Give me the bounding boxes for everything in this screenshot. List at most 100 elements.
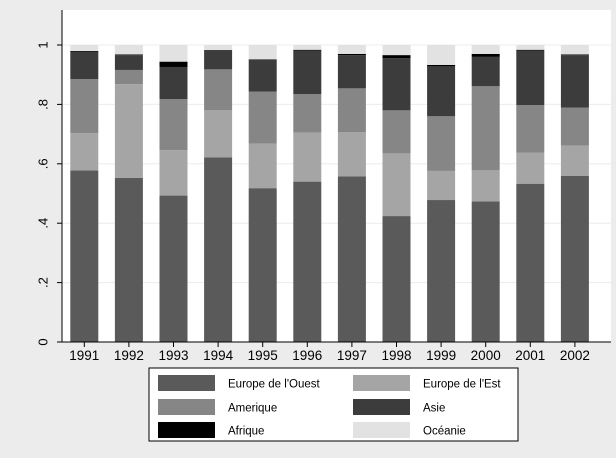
legend-label-4: Afrique <box>228 426 264 438</box>
bar-1996-series-1 <box>293 132 322 182</box>
legend-swatch-5 <box>353 422 410 438</box>
bar-1992-series-2 <box>114 69 143 85</box>
bar-1993-series-1 <box>159 150 188 196</box>
bar-2002-series-0 <box>560 175 589 342</box>
bar-2000-series-4 <box>471 53 500 57</box>
bar-2001-series-0 <box>516 183 545 342</box>
x-tick-label-1996: 1996 <box>292 348 322 363</box>
bar-2000-series-5 <box>471 45 500 54</box>
bar-1996-series-4 <box>293 49 322 51</box>
bar-1994-series-2 <box>204 69 233 111</box>
bar-1991-series-2 <box>70 79 99 134</box>
bar-1996-series-3 <box>293 50 322 95</box>
bar-1999-series-0 <box>427 200 456 342</box>
bar-1992-series-0 <box>114 177 143 342</box>
x-tick-label-1992: 1992 <box>114 348 144 363</box>
x-tick-label-1995: 1995 <box>248 348 278 363</box>
y-tick-label-0: 0 <box>35 338 50 345</box>
bar-1999-series-3 <box>427 66 456 117</box>
bar-2000-series-3 <box>471 56 500 87</box>
x-tick-label-1994: 1994 <box>203 348 234 363</box>
bar-2000-series-2 <box>471 86 500 171</box>
bar-1993-series-4 <box>159 61 188 67</box>
bar-2001-series-2 <box>516 104 545 153</box>
legend-swatch-1 <box>353 375 410 391</box>
bar-2002-series-4 <box>560 54 589 56</box>
bar-2001-series-4 <box>516 49 545 51</box>
bar-1991-series-0 <box>70 170 99 342</box>
legend-item-5: Océanie <box>353 422 466 438</box>
bar-1991-series-4 <box>70 50 99 52</box>
bar-1994-series-1 <box>204 110 233 158</box>
bar-1992-series-5 <box>114 45 143 55</box>
bar-2001-series-5 <box>516 45 545 50</box>
bar-1995-series-4 <box>248 59 277 60</box>
bar-1992-series-1 <box>114 84 143 178</box>
bar-1994-series-3 <box>204 50 233 70</box>
y-tick-label-2: .4 <box>35 218 50 229</box>
x-tick-label-2001: 2001 <box>515 348 545 363</box>
bar-1997-series-0 <box>337 176 366 342</box>
bar-1999-series-1 <box>427 170 456 201</box>
bar-1991-series-5 <box>70 45 99 51</box>
x-tick-label-1999: 1999 <box>426 348 456 363</box>
legend-label-1: Europe de l'Est <box>423 379 501 391</box>
legend-item-4: Afrique <box>158 422 264 438</box>
bar-1993-series-0 <box>159 195 188 342</box>
bar-1997-series-2 <box>337 88 366 133</box>
legend-swatch-3 <box>353 399 410 415</box>
bar-1993-series-3 <box>159 66 188 100</box>
bar-2001-series-3 <box>516 50 545 105</box>
y-tick-label-1: .2 <box>35 277 50 288</box>
bar-1998-series-1 <box>382 153 411 217</box>
bar-1991-series-1 <box>70 133 99 171</box>
legend-swatch-4 <box>158 422 215 438</box>
bar-2001-series-1 <box>516 152 545 184</box>
bar-2002-series-2 <box>560 107 589 146</box>
bar-1995-series-1 <box>248 143 277 189</box>
bar-1996-series-5 <box>293 45 322 50</box>
legend-label-5: Océanie <box>423 426 466 438</box>
legend-item-2: Amerique <box>158 399 277 415</box>
bar-2002-series-1 <box>560 145 589 176</box>
bar-1999-series-2 <box>427 116 456 171</box>
y-tick-label-3: .6 <box>35 158 50 169</box>
bar-2002-series-3 <box>560 55 589 108</box>
bar-2000-series-0 <box>471 201 500 342</box>
legend-item-1: Europe de l'Est <box>353 375 501 391</box>
legend: Europe de l'Ouest Europe de l'Est Amerique… <box>148 367 519 442</box>
bar-1997-series-3 <box>337 55 366 89</box>
bar-1995-series-3 <box>248 59 277 92</box>
x-tick-label-1998: 1998 <box>381 348 411 363</box>
legend-label-3: Asie <box>423 403 445 415</box>
legend-label-0: Europe de l'Ouest <box>228 379 321 391</box>
bar-1997-series-5 <box>337 45 366 54</box>
x-tick-label-1991: 1991 <box>69 348 99 363</box>
bar-1994-series-0 <box>204 157 233 342</box>
x-tick-label-2002: 2002 <box>560 348 590 363</box>
bar-1991-series-3 <box>70 51 99 80</box>
bar-1997-series-4 <box>337 53 366 56</box>
bar-1993-series-2 <box>159 99 188 151</box>
x-tick-label-1997: 1997 <box>337 348 367 363</box>
bar-1997-series-1 <box>337 132 366 177</box>
bar-1995-series-5 <box>248 45 277 60</box>
x-tick-label-1993: 1993 <box>158 348 188 363</box>
bar-1996-series-0 <box>293 181 322 342</box>
bar-1998-series-4 <box>382 55 411 59</box>
bar-1998-series-0 <box>382 216 411 342</box>
y-tick-label-5: 1 <box>35 41 50 48</box>
bar-1995-series-0 <box>248 188 277 342</box>
bar-1994-series-4 <box>204 50 233 51</box>
bar-1993-series-5 <box>159 45 188 62</box>
legend-label-2: Amerique <box>228 403 277 415</box>
bar-1998-series-2 <box>382 110 411 154</box>
bar-1996-series-2 <box>293 94 322 133</box>
legend-swatch-0 <box>158 375 215 391</box>
legend-item-0: Europe de l'Ouest <box>158 375 321 391</box>
y-tick-label-4: .8 <box>35 99 50 110</box>
bar-1992-series-4 <box>114 54 143 56</box>
legend-swatch-2 <box>158 399 215 415</box>
